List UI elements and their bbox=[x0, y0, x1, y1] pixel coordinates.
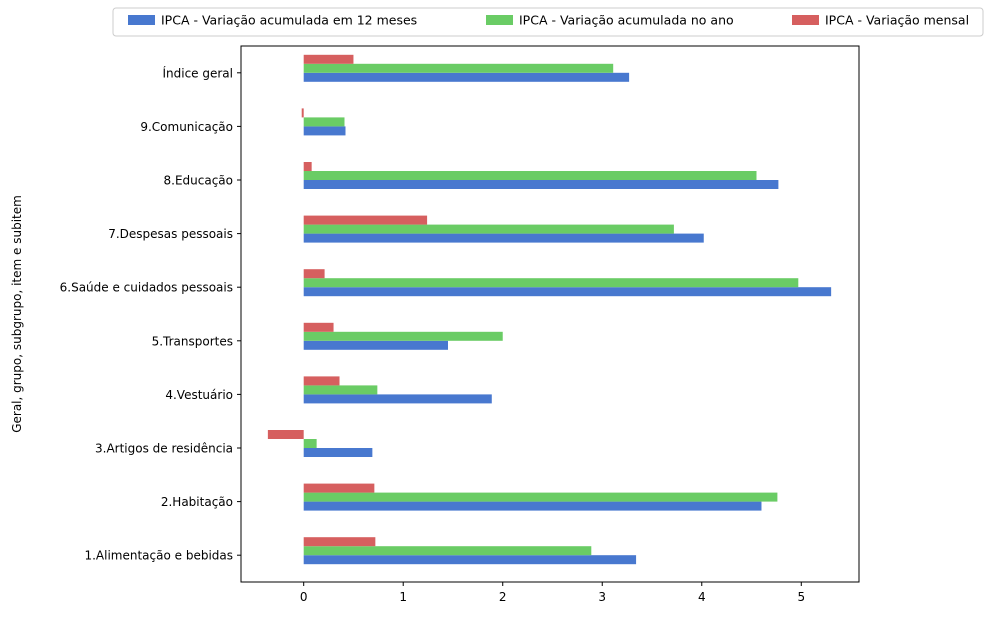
y-tick-label: Índice geral bbox=[162, 65, 233, 80]
y-tick-label: 5.Transportes bbox=[152, 334, 233, 348]
bar-3-9 bbox=[301, 108, 304, 118]
bar-3-10 bbox=[303, 54, 354, 64]
bar-2-7 bbox=[303, 224, 674, 234]
bar-3-3 bbox=[267, 430, 304, 439]
legend-label-3: IPCA - Variação mensal bbox=[825, 13, 969, 28]
bar-2-2 bbox=[303, 492, 778, 502]
bar-2-5 bbox=[303, 331, 503, 341]
bar-1-6 bbox=[303, 287, 832, 297]
bar-2-6 bbox=[303, 278, 799, 288]
y-tick-label: 9.Comunicação bbox=[140, 120, 233, 134]
x-tick-label: 1 bbox=[399, 590, 407, 604]
bar-3-8 bbox=[303, 162, 312, 171]
y-tick-label: 8.Educação bbox=[164, 174, 234, 188]
bar-1-1 bbox=[303, 555, 637, 565]
bar-3-6 bbox=[303, 269, 325, 279]
bar-1-4 bbox=[303, 394, 492, 404]
bar-2-9 bbox=[303, 117, 345, 127]
legend: IPCA - Variação acumulada em 12 meses IPC… bbox=[112, 7, 984, 37]
y-tick-label: 4.Vestuário bbox=[165, 388, 233, 402]
y-axis: 1.Alimentação e bebidas 2.Habitação 3.Arti… bbox=[60, 65, 241, 563]
x-axis: 0 1 2 3 4 5 bbox=[300, 582, 805, 604]
x-tick-label: 4 bbox=[698, 590, 706, 604]
y-tick-label: 2.Habitação bbox=[161, 495, 233, 509]
x-tick-label: 2 bbox=[499, 590, 507, 604]
bar-1-8 bbox=[303, 180, 779, 189]
bar-1-9 bbox=[303, 126, 346, 136]
x-tick-label: 3 bbox=[598, 590, 606, 604]
bar-3-7 bbox=[303, 215, 428, 225]
bar-3-4 bbox=[303, 376, 340, 386]
legend-label-1: IPCA - Variação acumulada em 12 meses bbox=[161, 13, 417, 28]
legend-label-2: IPCA - Variação acumulada no ano bbox=[519, 13, 734, 28]
y-tick-label: 6.Saúde e cuidados pessoais bbox=[60, 281, 233, 295]
bar-1-2 bbox=[303, 501, 762, 511]
legend-swatch-2 bbox=[486, 15, 513, 25]
x-tick-label: 0 bbox=[300, 590, 308, 604]
bar-1-10 bbox=[303, 72, 630, 82]
x-tick-label: 5 bbox=[797, 590, 805, 604]
bar-2-8 bbox=[303, 171, 757, 180]
y-tick-label: 3.Artigos de residência bbox=[95, 442, 233, 456]
bar-2-1 bbox=[303, 546, 592, 556]
legend-box bbox=[112, 7, 984, 37]
legend-swatch-1 bbox=[128, 15, 155, 25]
bar-3-5 bbox=[303, 322, 334, 332]
bar-2-10 bbox=[303, 63, 614, 73]
plot-frame bbox=[240, 45, 860, 583]
bar-1-5 bbox=[303, 340, 448, 350]
bars bbox=[267, 54, 832, 565]
y-tick-label: 7.Despesas pessoais bbox=[108, 227, 233, 241]
bar-3-1 bbox=[303, 537, 376, 547]
bar-1-3 bbox=[303, 448, 373, 457]
y-axis-label: Geral, grupo, subgrupo, item e subitem bbox=[10, 195, 24, 433]
bar-2-3 bbox=[303, 439, 317, 448]
bar-1-7 bbox=[303, 233, 704, 243]
bar-3-2 bbox=[303, 483, 375, 493]
y-tick-label: 1.Alimentação e bebidas bbox=[84, 549, 233, 563]
legend-swatch-3 bbox=[792, 15, 819, 25]
bar-2-4 bbox=[303, 385, 378, 395]
